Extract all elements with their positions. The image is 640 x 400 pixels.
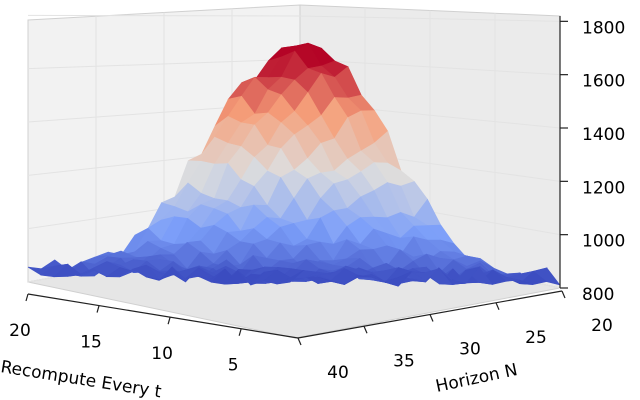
- tick-label-z: 800: [582, 285, 614, 305]
- tick-label-x: 30: [459, 340, 481, 360]
- x-axis-title: Horizon N: [434, 360, 519, 397]
- tick-label-x: 25: [525, 328, 547, 348]
- tick-mark-x: [495, 302, 500, 310]
- tick-label-z: 1000: [582, 232, 625, 252]
- tick-label-y: 10: [151, 344, 173, 364]
- tick-marks: [25, 20, 568, 346]
- tick-label-x: 20: [591, 316, 613, 336]
- tick-mark-y: [167, 316, 171, 325]
- tick-mark-x: [429, 314, 434, 322]
- y-axis-title: Recompute Every t: [0, 357, 163, 400]
- surface-patch: [276, 270, 304, 285]
- tick-mark-x: [297, 337, 302, 346]
- tick-label-z: 1200: [582, 178, 625, 198]
- tick-label-z: 1400: [582, 125, 625, 145]
- tick-mark-y: [238, 328, 242, 336]
- tick-label-y: 5: [228, 356, 239, 376]
- tick-label-x: 40: [327, 363, 349, 383]
- tick-label-x: 35: [393, 351, 415, 371]
- tick-label-y: 20: [9, 321, 31, 341]
- tick-mark-y: [96, 305, 100, 313]
- tick-mark-x: [561, 290, 566, 299]
- tick-mark-x: [363, 326, 368, 334]
- tick-label-y: 15: [80, 333, 102, 353]
- tick-label-z: 1600: [582, 72, 625, 92]
- tick-mark-y: [25, 293, 29, 302]
- tick-label-z: 1800: [582, 18, 625, 38]
- y-axis-line: [27, 293, 299, 339]
- tick-labels: 800 1000 1200 1400 1600 1800 20 15 10 5 20 25 30 35 40: [9, 18, 625, 383]
- surface: [27, 42, 561, 287]
